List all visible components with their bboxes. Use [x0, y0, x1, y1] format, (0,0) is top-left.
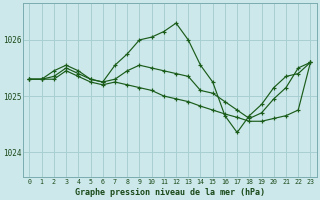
- X-axis label: Graphe pression niveau de la mer (hPa): Graphe pression niveau de la mer (hPa): [75, 188, 265, 197]
